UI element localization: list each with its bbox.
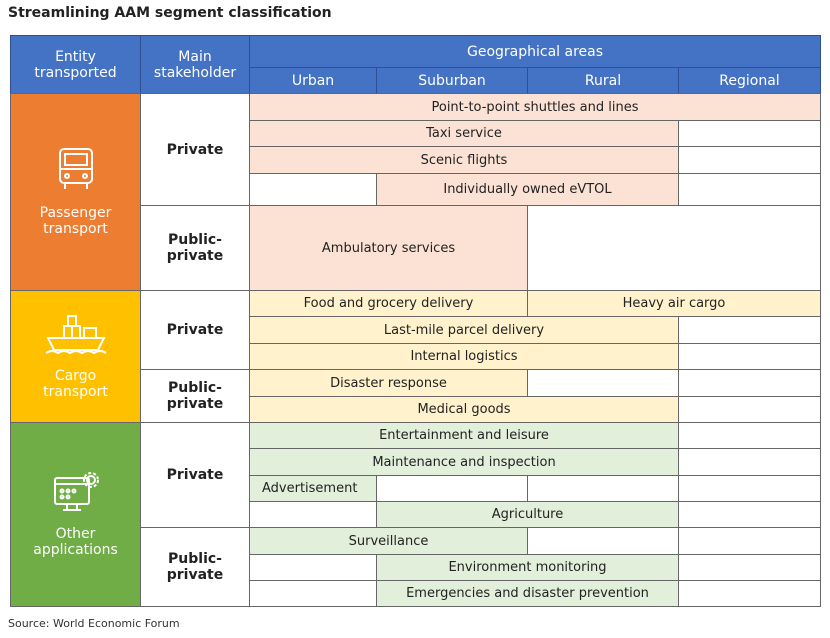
segment: Maintenance and inspection (249, 448, 679, 476)
empty-cell (678, 369, 821, 397)
segment: Scenic flights (249, 146, 679, 174)
empty-cell (527, 475, 679, 502)
icon (53, 471, 99, 516)
stakeholder: Private (140, 93, 250, 206)
group: Other applications (10, 422, 141, 607)
source: Source: World Economic Forum (8, 617, 180, 630)
entity-header: Entity transported (10, 35, 141, 94)
empty-cell (249, 554, 377, 581)
segment: Point-to-point shuttles and lines (249, 93, 821, 121)
empty-cell (527, 369, 679, 397)
segment: Individually owned eVTOL (376, 173, 679, 206)
area-header: Suburban (376, 67, 528, 94)
segment: Advertisement (249, 475, 377, 502)
icon-svg (53, 471, 99, 511)
empty-cell (678, 422, 821, 449)
empty-cell (376, 475, 528, 502)
header-text: Entity transported (34, 48, 117, 81)
area-header: Regional (678, 67, 821, 94)
segment: Environment monitoring (376, 554, 679, 581)
group: Passenger transport (10, 93, 141, 291)
empty-cell (678, 527, 821, 555)
segment: Heavy air cargo (527, 290, 821, 317)
segment: Disaster response (249, 369, 528, 397)
group-name: Cargo transport (43, 367, 108, 400)
stakeholder: Public-private (140, 527, 250, 607)
empty-cell (678, 501, 821, 528)
stakeholder-header: Main stakeholder (140, 35, 250, 94)
empty-cell (678, 554, 821, 581)
icon-svg (58, 148, 93, 189)
empty-cell (678, 146, 821, 174)
icon (44, 314, 108, 358)
segment: Ambulatory services (249, 205, 528, 291)
segment: Agriculture (376, 501, 679, 528)
segment: Food and grocery delivery (249, 290, 528, 317)
empty-cell (249, 173, 377, 206)
segment: Taxi service (249, 120, 679, 147)
stakeholder: Private (140, 290, 250, 370)
group-name: Passenger transport (39, 205, 112, 237)
icon (56, 147, 96, 195)
empty-cell (678, 316, 821, 344)
area-header: Urban (249, 67, 377, 94)
segment: Entertainment and leisure (249, 422, 679, 449)
empty-cell (678, 396, 821, 423)
empty-cell (249, 501, 377, 528)
icon-svg (44, 314, 107, 354)
title: Streamlining AAM segment classification (8, 5, 332, 21)
area-header: Rural (527, 67, 679, 94)
segment: Internal logistics (249, 343, 679, 370)
geo-header: Geographical areas (249, 35, 821, 68)
segment: Last-mile parcel delivery (249, 316, 679, 344)
empty-cell (527, 527, 679, 555)
stakeholder: Private (140, 422, 250, 528)
empty-cell (678, 475, 821, 502)
group: Cargo transport (10, 290, 141, 423)
empty-cell (249, 580, 377, 607)
empty-cell (527, 205, 821, 291)
segment: Medical goods (249, 396, 679, 423)
segment: Emergencies and disaster prevention (376, 580, 679, 607)
empty-cell (678, 448, 821, 476)
stakeholder: Public-private (140, 369, 250, 423)
segment: Surveillance (249, 527, 528, 555)
empty-cell (678, 173, 821, 206)
empty-cell (678, 343, 821, 370)
header-text: Main stakeholder (153, 48, 237, 81)
group-name: Other applications (33, 525, 118, 558)
empty-cell (678, 580, 821, 607)
stakeholder: Public-private (140, 205, 250, 291)
empty-cell (678, 120, 821, 147)
